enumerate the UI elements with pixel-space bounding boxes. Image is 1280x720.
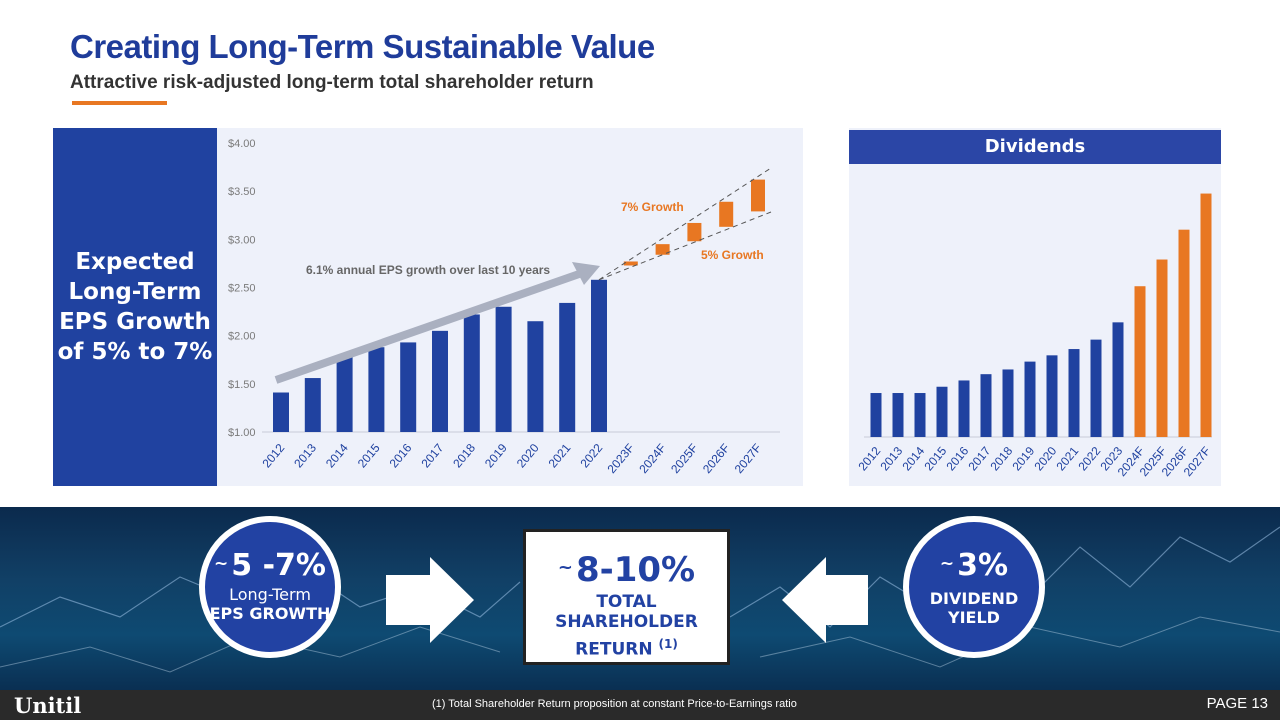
eps-y-tick: $3.50: [228, 186, 256, 198]
tsr-line2: RETURN: [575, 639, 653, 660]
title-accent-bar: [72, 101, 167, 105]
eps-y-tick: $4.00: [228, 138, 256, 150]
eps-y-tick: $3.00: [228, 234, 256, 246]
dividend-bar: [1090, 339, 1102, 437]
dividend-bar: [936, 386, 948, 437]
dividend-bar: [1024, 361, 1036, 437]
growth-7pct-line: [598, 167, 772, 281]
dividend-bar: [914, 393, 926, 437]
eps-bar: [495, 306, 512, 432]
eps-bar: [304, 378, 321, 432]
growth-low-label: 5% Growth: [701, 248, 764, 262]
dividend-yield-line1: DIVIDEND: [929, 589, 1019, 608]
dividend-bar: [1002, 369, 1014, 437]
left-arrow-icon: [782, 557, 868, 643]
eps-growth-line1: Long-Term: [229, 585, 311, 604]
page-title: Creating Long-Term Sustainable Value: [70, 28, 655, 65]
footnote: (1) Total Shareholder Return proposition…: [432, 698, 797, 710]
tsr-line1: TOTAL SHAREHOLDER: [555, 592, 698, 632]
eps-bar: [273, 392, 289, 432]
eps-y-tick: $2.00: [228, 331, 256, 343]
eps-growth-callout: ~5 -7% Long-Term EPS GROWTH: [199, 516, 341, 658]
dividend-bar: [892, 393, 904, 437]
dividend-forecast-bar: [1200, 193, 1212, 437]
eps-y-tick: $1.00: [228, 427, 256, 439]
dividend-yield-callout: ~3% DIVIDEND YIELD: [903, 516, 1045, 658]
dividend-bar: [1112, 322, 1124, 437]
dividend-forecast-bar: [1134, 286, 1146, 437]
eps-forecast-bar: [687, 222, 702, 242]
eps-growth-line2: EPS GROWTH: [209, 604, 331, 623]
eps-bar: [527, 321, 544, 432]
eps-forecast-bar: [751, 179, 765, 212]
eps-label: Expected Long-Term EPS Growth of 5% to 7…: [57, 249, 213, 365]
eps-bar: [400, 342, 417, 432]
eps-y-tick: $1.50: [228, 379, 256, 391]
dividend-bar: [1046, 355, 1058, 437]
trend-arrow-shaft: [274, 269, 584, 384]
dividend-bar: [870, 393, 882, 437]
dividend-yield-value: 3%: [957, 548, 1009, 583]
tsr-footnote-ref: (1): [658, 637, 678, 651]
eps-bar: [336, 356, 353, 432]
right-arrow-icon: [386, 557, 474, 643]
tilde-mark: ~: [557, 557, 573, 578]
dividend-bar: [1068, 349, 1080, 437]
unitil-logo: Unitil: [14, 693, 82, 718]
eps-forecast-bar: [719, 201, 734, 227]
dividend-bar: [958, 380, 970, 437]
eps-forecast-bar: [623, 261, 638, 266]
dividend-yield-line2: YIELD: [948, 608, 1000, 627]
growth-high-label: 7% Growth: [621, 200, 684, 214]
tsr-callout: ~8-10% TOTAL SHAREHOLDER RETURN (1): [523, 529, 730, 665]
eps-bar: [559, 302, 576, 432]
eps-growth-value: 5 -7%: [231, 548, 326, 583]
dividend-bar: [980, 374, 992, 437]
page-subtitle: Attractive risk-adjusted long-term total…: [70, 72, 594, 93]
dividends-header: Dividends: [849, 130, 1221, 164]
trend-arrow-head-icon: [572, 262, 600, 285]
page-number: PAGE 13: [1206, 695, 1268, 712]
eps-forecast-bar: [655, 244, 670, 255]
dividend-forecast-bar: [1156, 259, 1168, 437]
trend-annotation: 6.1% annual EPS growth over last 10 year…: [306, 263, 550, 277]
tsr-value: 8-10%: [575, 550, 696, 590]
footer-bar: [0, 690, 1280, 720]
eps-bar: [432, 330, 448, 432]
tilde-mark: ~: [939, 554, 955, 574]
eps-bar: [591, 279, 607, 432]
dividend-forecast-bar: [1178, 229, 1190, 437]
eps-bar: [463, 314, 480, 432]
tilde-mark: ~: [214, 554, 229, 574]
eps-label-box: Expected Long-Term EPS Growth of 5% to 7…: [53, 128, 217, 486]
growth-5pct-line: [598, 211, 772, 281]
eps-y-tick: $2.50: [228, 283, 256, 295]
eps-bar: [368, 347, 385, 432]
